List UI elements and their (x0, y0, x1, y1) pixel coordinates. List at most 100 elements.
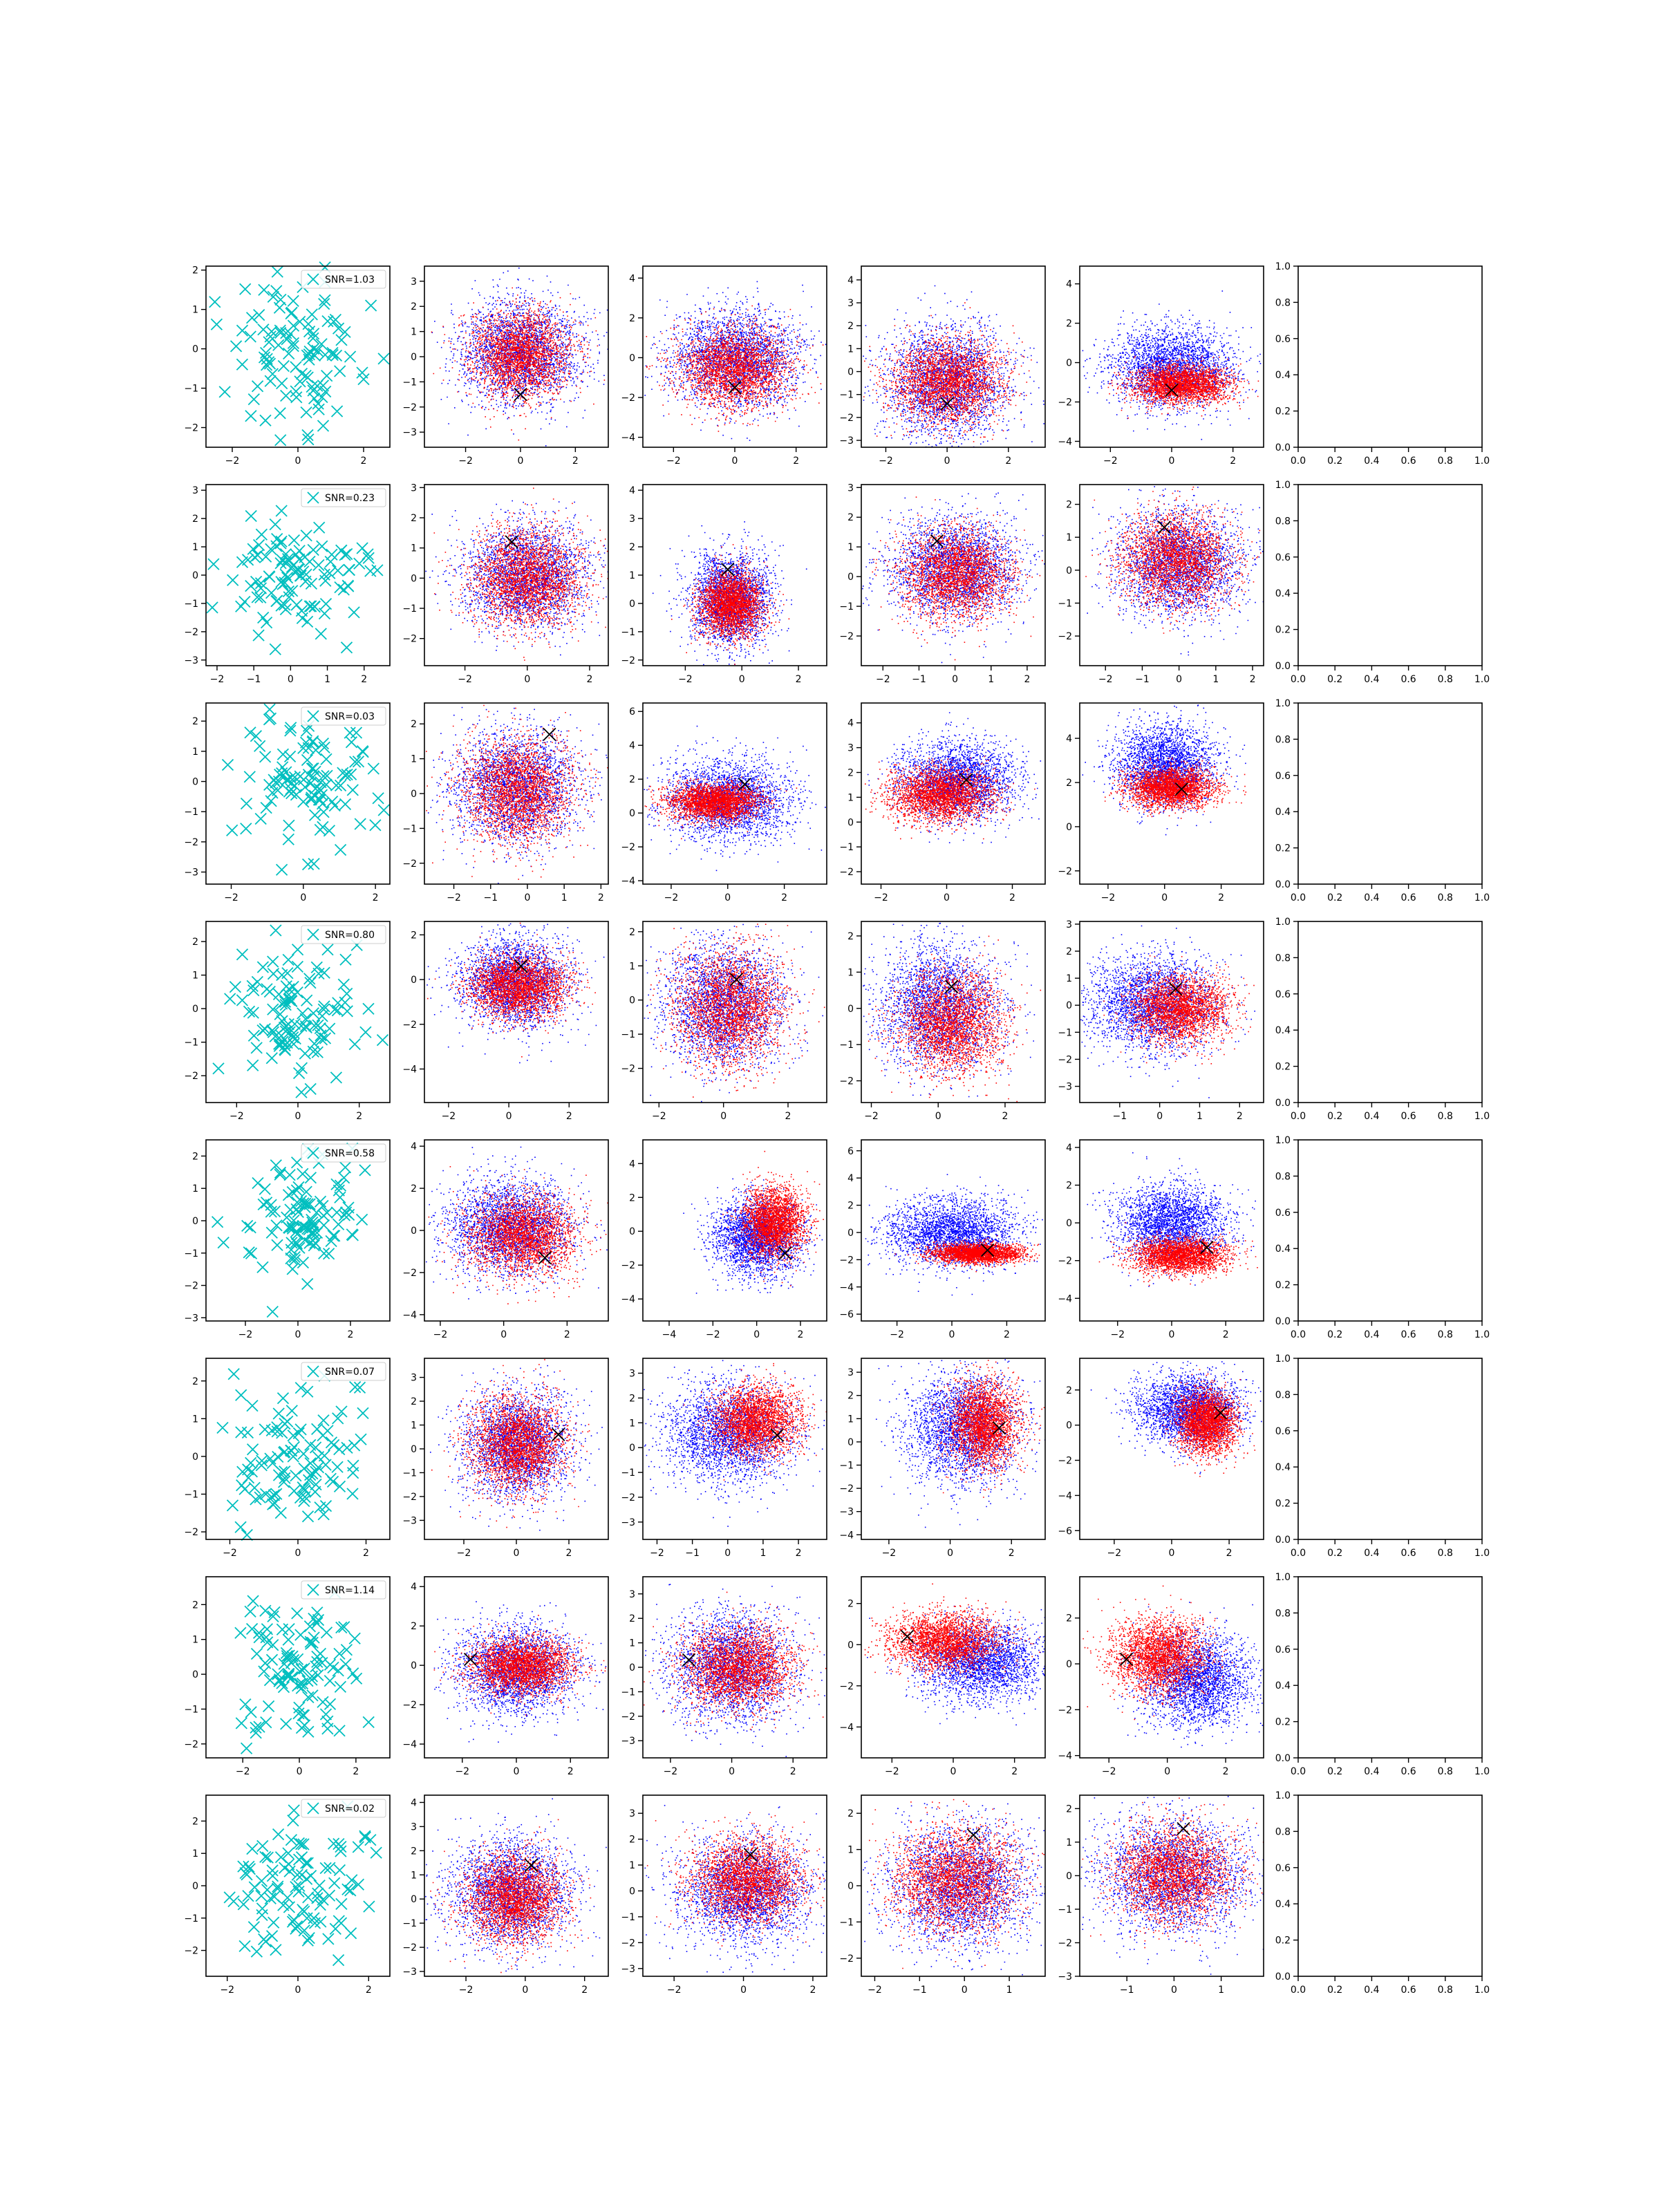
y-tick-label: −1 (621, 1912, 635, 1923)
y-tick-label: 3 (847, 743, 854, 754)
y-tick-label: −2 (1058, 1256, 1072, 1267)
x-tick-label: −2 (664, 1766, 678, 1777)
subplot-r2-c1: −2 −1 0 1 2 −3 −2 −1 0 1 2 3 SNR=0.23 (184, 484, 391, 685)
subplot-r8-c2: −2 0 2 −3 −2 −1 0 1 2 3 4 (402, 1794, 609, 1996)
legend-marker-icon (307, 273, 319, 285)
x-tick-label: 2 (1218, 892, 1224, 903)
y-tick-label: 0.8 (1275, 1826, 1291, 1837)
subplot-r7-c5: −2 0 2 −4 −2 0 2 (1058, 1576, 1264, 1777)
x-tick-label: 1 (561, 892, 568, 903)
x-tick-label: 0.8 (1438, 1985, 1453, 1996)
legend-label: SNR=0.02 (325, 1803, 375, 1815)
y-tick-label: −2 (184, 423, 198, 434)
subplot-r3-c2: −2 −1 0 1 2 −2 −1 0 1 2 (402, 702, 609, 903)
y-tick-label: 0.8 (1275, 516, 1291, 527)
subplot-r1-c1: −2 0 2 −2 −1 0 1 2 SNR=1.03 (184, 261, 391, 467)
x-tick-label: 0.2 (1327, 456, 1342, 467)
x-tick-label: −2 (879, 456, 893, 467)
x-tick-label: 0 (949, 1329, 955, 1340)
y-tick-label: 0.0 (1275, 1098, 1291, 1109)
y-tick-label: −1 (402, 603, 417, 615)
y-tick-label: 2 (411, 930, 417, 941)
y-tick-label: −4 (839, 1722, 854, 1733)
legend-box (301, 1580, 386, 1600)
y-tick-label: 3 (411, 1373, 417, 1384)
red-point-cloud (646, 1812, 825, 1947)
center-marker (524, 1858, 538, 1872)
y-tick-label: −1 (184, 1913, 198, 1924)
axes-frame (1297, 484, 1483, 666)
x-tick-label: 0.2 (1327, 1548, 1342, 1559)
x-tick-label: 0 (724, 892, 731, 903)
red-point-cloud (931, 1360, 1045, 1498)
y-tick-label: −2 (839, 1255, 854, 1266)
axes-frame (1297, 1576, 1483, 1759)
x-tick-label: 0 (514, 1766, 520, 1777)
y-tick-label: 0 (629, 1443, 635, 1454)
y-tick-label: −2 (621, 393, 635, 404)
x-tick-label: 1.0 (1474, 674, 1490, 685)
center-marker (1165, 383, 1179, 397)
x-tick-label: 0.2 (1327, 674, 1342, 685)
blue-point-cloud (425, 1798, 607, 1972)
y-tick-label: −3 (839, 1507, 854, 1518)
x-tick-label: −2 (220, 1985, 234, 1996)
legend: SNR=0.03 (301, 706, 386, 726)
x-tick-label: 2 (581, 1985, 588, 1996)
blue-point-cloud (425, 500, 609, 656)
y-tick-label: −1 (839, 842, 854, 853)
y-tick-label: −2 (839, 631, 854, 642)
subplot-r6-c5: −2 0 2 −6 −4 −2 0 2 (1058, 1358, 1264, 1559)
y-tick-label: 2 (629, 1192, 635, 1203)
axes-frame (1079, 921, 1264, 1103)
y-tick-label: 4 (629, 485, 635, 496)
x-tick-label: −2 (229, 1111, 244, 1122)
legend-label: SNR=0.58 (325, 1148, 375, 1159)
x-tick-label: 0 (514, 1548, 520, 1559)
x-tick-label: 2 (1226, 1548, 1232, 1559)
y-tick-label: 6 (847, 1146, 854, 1157)
x-tick-label: 0 (950, 1766, 957, 1777)
y-tick-label: 1 (847, 542, 854, 553)
x-tick-label: 0.8 (1438, 1548, 1453, 1559)
y-tick-label: 0.6 (1275, 1426, 1291, 1437)
y-tick-label: −6 (1058, 1526, 1072, 1537)
x-tick-label: −2 (1103, 456, 1118, 467)
legend-box (301, 270, 386, 289)
y-tick-label: 1 (847, 792, 854, 803)
x-tick-label: 2 (1250, 674, 1256, 685)
x-tick-label: 1 (760, 1548, 766, 1559)
y-tick-label: 0.2 (1275, 1717, 1291, 1728)
legend-marker-icon (307, 1584, 319, 1596)
y-tick-label: 0 (629, 599, 635, 610)
y-tick-label: 1.0 (1275, 1790, 1291, 1801)
subplot-r7-c6: 0.0 0.2 0.4 0.6 0.8 1.0 0.0 0.2 0.4 0.6 0.8 1.0 (1275, 1572, 1490, 1777)
x-tick-label: −1 (1113, 1111, 1127, 1122)
x-tick-label: 1 (1218, 1985, 1224, 1996)
x-tick-label: −1 (912, 1985, 927, 1996)
x-tick-label: 0.6 (1400, 1548, 1416, 1559)
y-tick-label: 0.8 (1275, 953, 1291, 964)
y-tick-label: −2 (184, 1739, 198, 1750)
y-tick-label: 0 (411, 1226, 417, 1237)
center-marker (538, 1250, 552, 1265)
legend: SNR=0.07 (301, 1362, 386, 1381)
y-tick-label: 2 (411, 513, 417, 524)
x-tick-label: 0 (288, 674, 294, 685)
y-tick-label: 0.2 (1275, 625, 1291, 636)
y-tick-label: 0.2 (1275, 1062, 1291, 1073)
y-tick-label: 0 (192, 1881, 198, 1892)
y-tick-label: 2 (411, 1396, 417, 1407)
subplot-r1-c6: 0.0 0.2 0.4 0.6 0.8 1.0 0.0 0.2 0.4 0.6 0.8 1.0 (1275, 261, 1490, 467)
x-tick-label: 0 (944, 892, 950, 903)
y-tick-label: −2 (839, 413, 854, 424)
axes-frame (1297, 1139, 1483, 1322)
y-tick-label: 1 (192, 305, 198, 316)
y-tick-label: 0 (1066, 358, 1072, 369)
y-tick-label: −3 (621, 1517, 635, 1528)
sample-markers (234, 1586, 375, 1754)
y-tick-label: 2 (847, 1201, 854, 1212)
subplot-r1-c3: −2 0 2 −4 −2 0 2 4 (621, 265, 827, 467)
x-tick-label: 0.8 (1438, 1766, 1453, 1777)
